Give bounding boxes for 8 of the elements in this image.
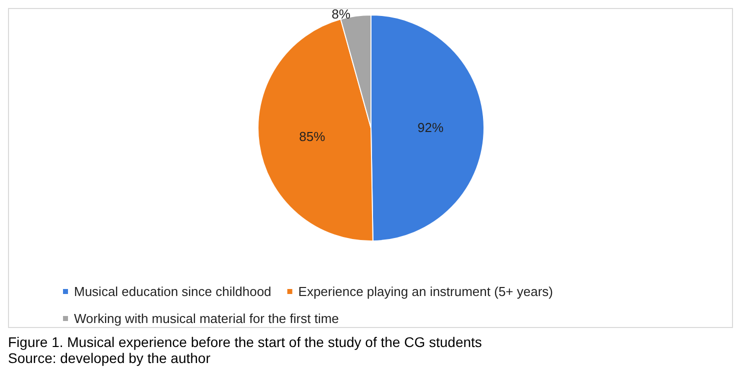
legend-label: Experience playing an instrument (5+ years)	[298, 284, 554, 299]
caption: Figure 1. Musical experience before the start of the study of the CG students	[8, 334, 482, 350]
legend-label: Working with musical material for the first time	[74, 311, 339, 326]
data-label: 8%	[332, 6, 351, 22]
source-note: Source: developed by the author	[8, 350, 211, 366]
legend-label: Musical education since childhood	[74, 284, 272, 299]
data-label: 92%	[417, 120, 444, 135]
data-label: 85%	[299, 129, 326, 144]
